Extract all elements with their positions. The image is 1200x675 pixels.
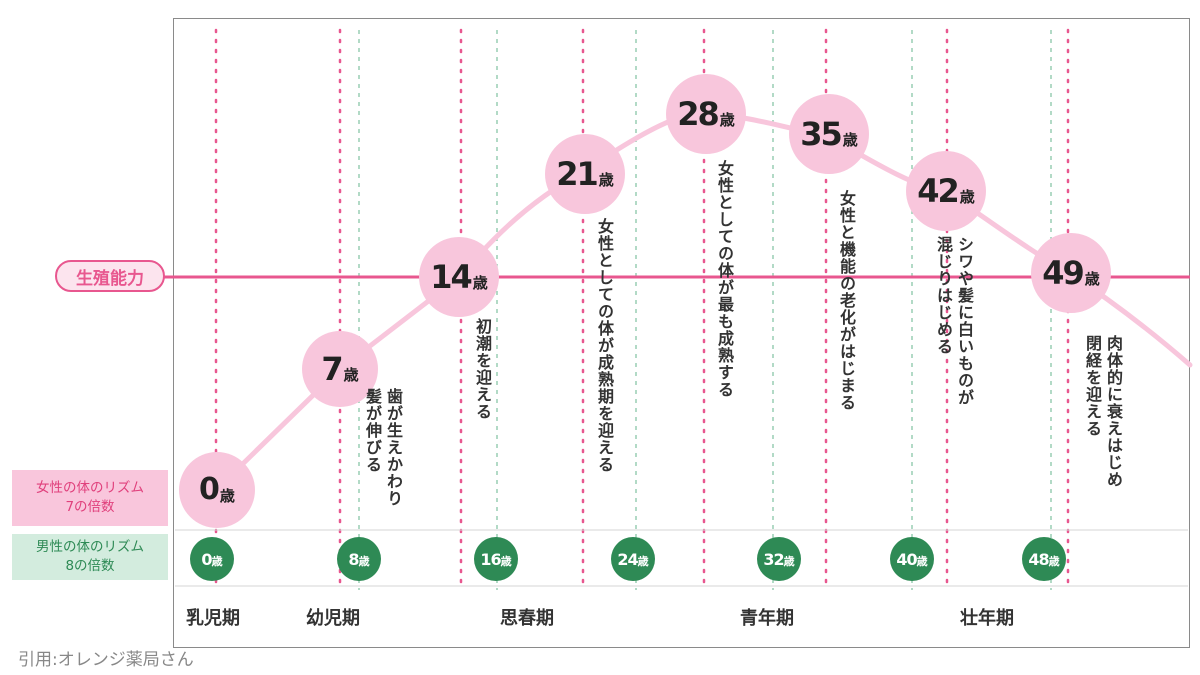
- male-age-48-circle: 48 歳: [1022, 537, 1066, 581]
- annotation-age7: 歯が生えかわり 髪が伸びる: [362, 388, 404, 507]
- female-age-14-circle: 14 歳: [419, 237, 499, 317]
- male-age-unit: 歳: [358, 555, 370, 568]
- male-age-number: 24: [617, 549, 638, 569]
- annotation-line: 女性としての体が最も成熟する: [715, 160, 734, 398]
- female-age-49-circle: 49 歳: [1031, 233, 1111, 313]
- annotation-line: 女性と機能の老化がはじまる: [837, 190, 856, 411]
- annotation-line: シワや髪に白いものが: [955, 236, 974, 406]
- male-age-unit: 歳: [637, 555, 649, 568]
- male-age-number: 0: [201, 549, 212, 569]
- female-age-number: 7: [321, 350, 343, 388]
- legend-female-title: 女性の体のリズム: [36, 480, 144, 496]
- female-age-unit: 歳: [719, 110, 735, 129]
- female-age-number: 28: [677, 95, 720, 133]
- period-youth: 青年期: [740, 608, 794, 629]
- male-age-unit: 歳: [783, 555, 795, 568]
- male-age-40-circle: 40 歳: [890, 537, 934, 581]
- legend-female: 女性の体のリズム 7の倍数: [12, 470, 168, 526]
- legend-female-sub: 7の倍数: [65, 499, 115, 515]
- female-age-unit: 歳: [472, 273, 488, 292]
- male-age-unit: 歳: [1048, 555, 1060, 568]
- period-early-childhood: 幼児期: [306, 608, 360, 629]
- annotation-line: 肉体的に衰えはじめ: [1104, 335, 1123, 488]
- legend-male: 男性の体のリズム 8の倍数: [12, 534, 168, 580]
- male-age-number: 40: [896, 549, 917, 569]
- female-age-number: 42: [917, 172, 960, 210]
- male-age-0-circle: 0 歳: [190, 537, 234, 581]
- female-age-42-circle: 42 歳: [906, 151, 986, 231]
- female-age-number: 21: [556, 155, 599, 193]
- male-age-32-circle: 32 歳: [757, 537, 801, 581]
- female-age-7-circle: 7 歳: [302, 331, 378, 407]
- female-age-unit: 歳: [842, 130, 858, 149]
- female-age-0-circle: 0 歳: [179, 452, 255, 528]
- male-age-number: 8: [348, 549, 359, 569]
- period-infancy: 乳児期: [186, 608, 240, 629]
- male-age-8-circle: 8 歳: [337, 537, 381, 581]
- male-age-16-circle: 16 歳: [474, 537, 518, 581]
- female-age-number: 35: [800, 115, 843, 153]
- female-age-unit: 歳: [343, 365, 359, 384]
- annotation-line: 初潮を迎える: [473, 318, 492, 420]
- annotation-line: 髪が伸びる: [363, 388, 382, 473]
- legend-male-title: 男性の体のリズム: [36, 539, 144, 555]
- female-age-number: 14: [430, 258, 473, 296]
- citation: 引用:オレンジ薬局さん: [18, 650, 194, 670]
- legend-male-sub: 8の倍数: [65, 558, 115, 574]
- annotation-age42: シワや髪に白いものが 混じりはじめる: [933, 236, 975, 406]
- male-age-number: 16: [480, 549, 501, 569]
- fertility-badge: 生殖能力: [55, 260, 165, 292]
- female-age-unit: 歳: [1084, 269, 1100, 288]
- female-age-unit: 歳: [219, 486, 235, 505]
- male-age-unit: 歳: [916, 555, 928, 568]
- annotation-age21: 女性としての体が成熟期を迎える: [594, 218, 615, 473]
- male-age-number: 48: [1028, 549, 1049, 569]
- annotation-age49: 肉体的に衰えはじめ 閉経を迎える: [1082, 335, 1124, 488]
- male-age-unit: 歳: [500, 555, 512, 568]
- annotation-line: 閉経を迎える: [1083, 335, 1102, 437]
- annotation-age28: 女性としての体が最も成熟する: [714, 160, 735, 398]
- male-age-24-circle: 24 歳: [611, 537, 655, 581]
- annotation-age35: 女性と機能の老化がはじまる: [836, 190, 857, 411]
- female-age-number: 0: [199, 472, 220, 507]
- annotation-line: 混じりはじめる: [934, 236, 953, 355]
- annotation-line: 女性としての体が成熟期を迎える: [595, 218, 614, 473]
- female-age-28-circle: 28 歳: [666, 74, 746, 154]
- female-age-35-circle: 35 歳: [789, 94, 869, 174]
- male-age-number: 32: [763, 549, 784, 569]
- period-prime: 壮年期: [960, 608, 1014, 629]
- female-age-unit: 歳: [959, 187, 975, 206]
- annotation-line: 歯が生えかわり: [384, 388, 403, 507]
- period-puberty: 思春期: [500, 608, 554, 629]
- female-age-number: 49: [1042, 254, 1085, 292]
- female-age-21-circle: 21 歳: [545, 134, 625, 214]
- male-age-unit: 歳: [211, 555, 223, 568]
- female-age-unit: 歳: [598, 170, 614, 189]
- annotation-age14: 初潮を迎える: [472, 318, 493, 420]
